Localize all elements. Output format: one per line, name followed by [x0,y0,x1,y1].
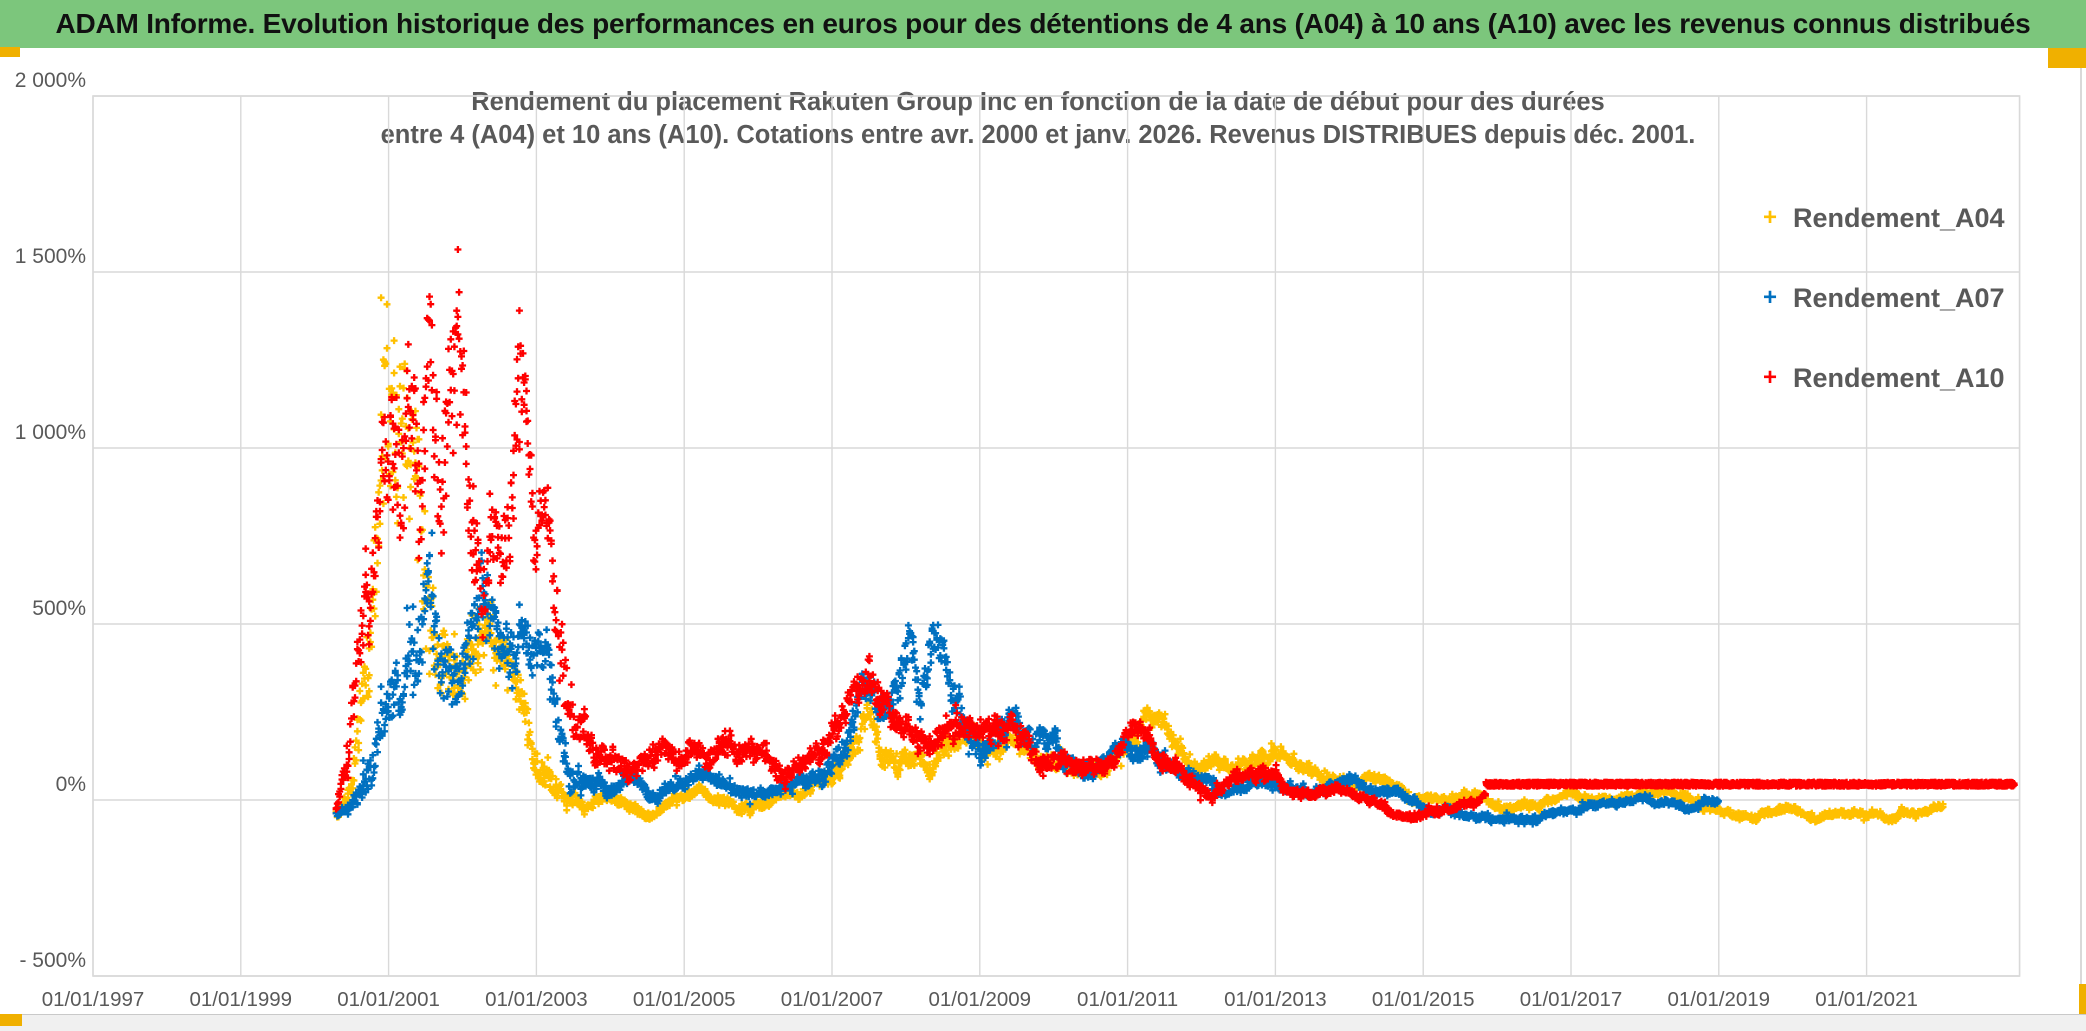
svg-text:01/01/2007: 01/01/2007 [781,988,884,1011]
y-axis-labels: 2 000% 1 500% 1 000% 500% 0% - 500% [15,69,86,972]
sheet-edge-strip [0,1014,2086,1031]
svg-text:01/01/2021: 01/01/2021 [1815,988,1918,1011]
svg-text:- 500%: - 500% [19,949,86,972]
selection-handle [2079,984,2086,1015]
svg-text:01/01/2017: 01/01/2017 [1520,988,1623,1011]
legend-item-rendement-a10[interactable]: + Rendement_A10 [1763,356,2063,400]
chart-legend: + Rendement_A04 + Rendement_A07 + Rendem… [1763,196,2063,436]
chart-title-line1: Rendement du placement Rakuten Group Inc… [471,88,1605,116]
chart-title-line2: entre 4 (A04) et 10 ans (A10). Cotations… [380,121,1696,149]
chart-title: Rendement du placement Rakuten Group Inc… [368,86,1708,152]
svg-text:2 000%: 2 000% [15,69,86,92]
chart-object[interactable]: Rendement du placement Rakuten Group Inc… [8,54,2082,1014]
selection-handle [0,47,20,57]
svg-text:01/01/1999: 01/01/1999 [189,988,292,1011]
legend-item-rendement-a07[interactable]: + Rendement_A07 [1763,276,2063,320]
svg-text:01/01/2001: 01/01/2001 [337,988,440,1011]
svg-text:01/01/1997: 01/01/1997 [42,988,145,1011]
svg-text:1 500%: 1 500% [15,245,86,268]
selection-handle [0,1014,22,1026]
svg-text:500%: 500% [32,597,86,620]
svg-text:01/01/2005: 01/01/2005 [633,988,736,1011]
svg-text:01/01/2003: 01/01/2003 [485,988,588,1011]
selection-handle [2048,48,2086,68]
svg-text:0%: 0% [56,773,86,796]
series-a10-flat-markers [1482,778,2018,790]
plus-marker-icon: + [1763,204,1778,231]
series-rendement_a10 [332,246,1489,824]
svg-text:01/01/2019: 01/01/2019 [1667,988,1770,1011]
legend-item-rendement-a04[interactable]: + Rendement_A04 [1763,196,2063,240]
legend-label: Rendement_A04 [1793,202,2005,233]
plot-border [92,95,2021,977]
legend-label: Rendement_A07 [1793,282,2005,313]
svg-text:01/01/2013: 01/01/2013 [1224,988,1327,1011]
plot-canvas[interactable]: 2 000% 1 500% 1 000% 500% 0% - 500% 01/01/1997… [0,54,2086,1014]
svg-text:01/01/2011: 01/01/2011 [1077,988,1178,1011]
plus-marker-icon: + [1763,284,1778,311]
svg-text:01/01/2009: 01/01/2009 [928,988,1031,1011]
banner-title-text: ADAM Informe. Evolution historique des p… [55,8,2031,39]
svg-text:01/01/2015: 01/01/2015 [1372,988,1475,1011]
banner-title-bar: ADAM Informe. Evolution historique des p… [0,0,2086,48]
plus-marker-icon: + [1763,364,1778,391]
gridlines [92,95,2020,977]
legend-label: Rendement_A10 [1793,362,2005,393]
svg-text:1 000%: 1 000% [15,421,86,444]
x-axis-labels: 01/01/1997 01/01/1999 01/01/2001 01/01/2003… [42,988,1918,1011]
